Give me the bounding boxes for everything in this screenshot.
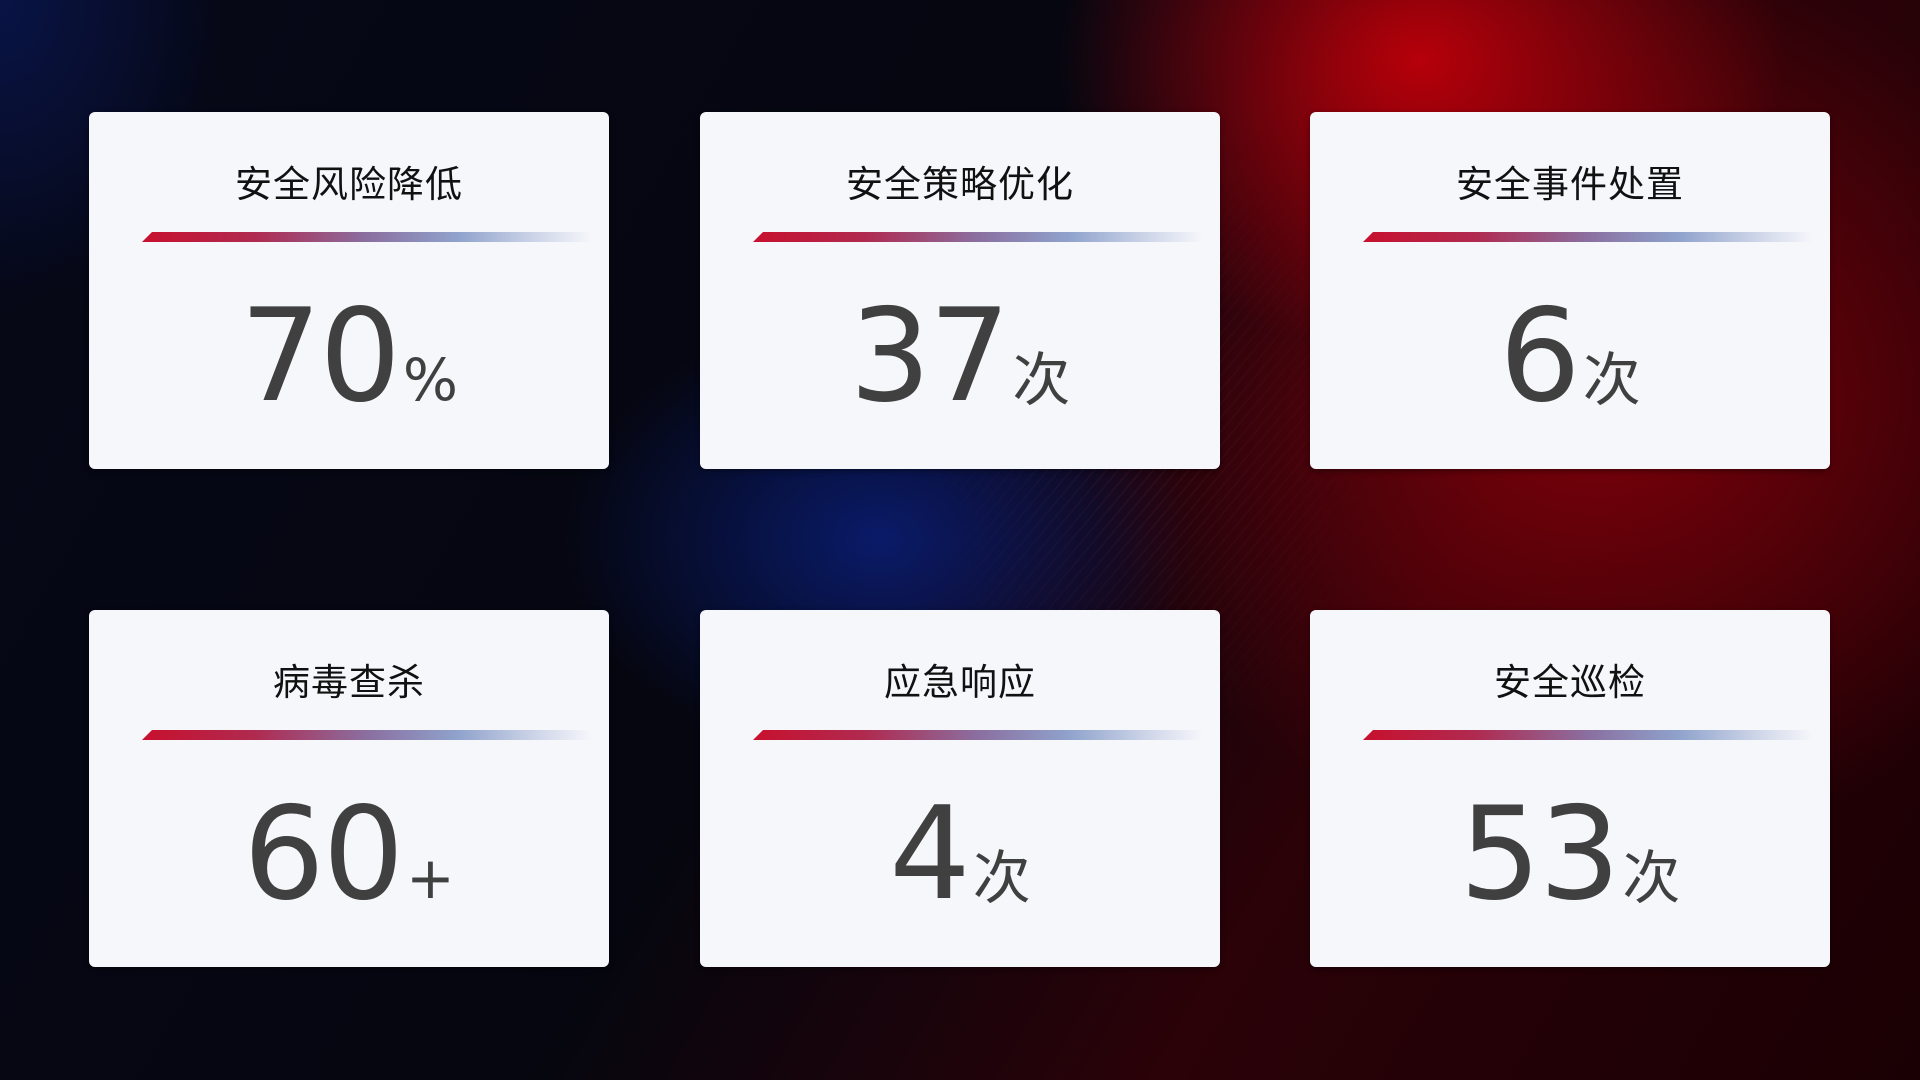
value-unit: 次 [1012,346,1071,414]
card-value: 60+ [89,780,609,929]
gradient-divider [142,730,592,740]
stat-card-incident-handling: 安全事件处置 6次 [1310,112,1830,469]
stat-card-emergency-response: 应急响应 4次 [700,610,1220,967]
card-title: 安全策略优化 [846,163,1074,206]
gradient-divider [1363,730,1813,740]
value-number: 37 [849,282,1011,431]
card-value: 53次 [1310,780,1830,929]
stat-card-policy-optimization: 安全策略优化 37次 [700,112,1220,469]
stat-card-virus-removal: 病毒查杀 60+ [89,610,609,967]
value-unit: + [406,844,455,912]
value-number: 60 [243,780,404,929]
card-value: 37次 [700,282,1220,431]
card-title: 安全事件处置 [1456,163,1684,206]
value-number: 6 [1499,282,1580,431]
value-number: 70 [240,282,401,431]
gradient-divider [753,232,1203,242]
value-unit: 次 [972,844,1031,912]
card-value: 70% [89,282,609,431]
gradient-divider [753,730,1203,740]
card-title: 病毒查杀 [273,661,425,704]
card-title: 安全风险降低 [235,163,463,206]
card-title: 安全巡检 [1494,661,1646,704]
value-number: 53 [1459,780,1621,929]
stat-card-security-inspection: 安全巡检 53次 [1310,610,1830,967]
value-unit: % [402,346,458,414]
gradient-divider [142,232,592,242]
card-value: 6次 [1310,282,1830,431]
stat-card-risk-reduction: 安全风险降低 70% [89,112,609,469]
card-title: 应急响应 [884,661,1036,704]
card-value: 4次 [700,780,1220,929]
gradient-divider [1363,232,1813,242]
value-unit: 次 [1622,844,1681,912]
value-unit: 次 [1582,346,1641,414]
value-number: 4 [889,780,970,929]
